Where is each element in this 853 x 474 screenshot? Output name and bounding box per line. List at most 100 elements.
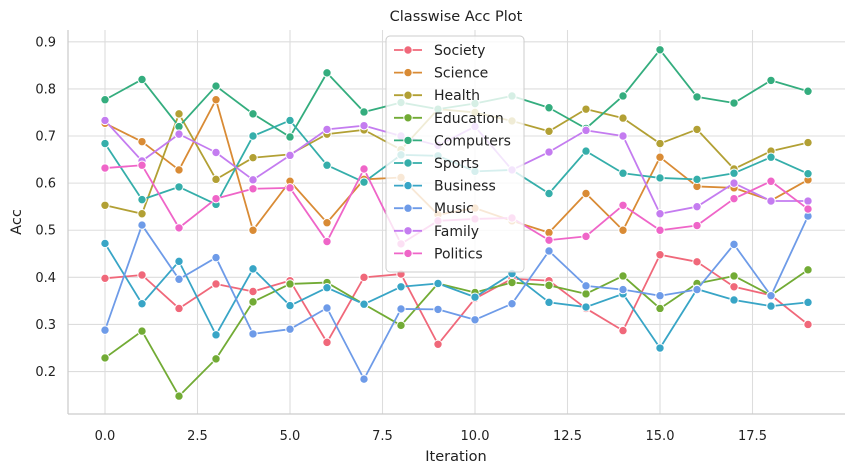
data-point-music (137, 220, 147, 230)
legend-item-computers: Computers (394, 133, 511, 149)
data-point-business (655, 343, 665, 353)
data-point-music (507, 299, 517, 309)
data-point-business (285, 300, 295, 311)
data-point-business (248, 264, 258, 274)
data-point-computers (655, 45, 665, 55)
data-point-music (581, 281, 591, 291)
data-point-family (766, 196, 776, 206)
legend-label: Science (434, 66, 488, 82)
data-point-health (174, 109, 184, 119)
data-point-computers (618, 91, 628, 101)
data-point-computers (211, 81, 221, 91)
data-point-science (655, 152, 665, 162)
x-axis-label: Iteration (425, 449, 487, 465)
y-tick-label: 0.7 (35, 130, 56, 145)
data-point-politics (803, 204, 813, 214)
data-point-family (174, 129, 184, 139)
series-line-education (104, 269, 809, 397)
x-tick-label: 10.0 (461, 429, 490, 444)
data-point-music (322, 303, 332, 313)
data-point-politics (766, 176, 776, 186)
data-point-family (655, 209, 665, 219)
legend-label: Family (434, 224, 479, 240)
data-point-politics (729, 193, 739, 204)
data-point-business (396, 282, 406, 292)
series-business (100, 238, 813, 353)
data-point-education (507, 277, 517, 288)
data-point-society (433, 339, 443, 349)
data-point-society (100, 273, 110, 284)
data-point-music (211, 252, 221, 263)
data-point-family (285, 150, 295, 161)
data-point-politics (581, 231, 591, 242)
data-point-politics (359, 164, 369, 174)
legend-item-music: Music (394, 201, 474, 217)
data-point-education (174, 391, 184, 401)
data-point-family (211, 147, 221, 158)
data-point-society (174, 303, 184, 314)
data-point-science (211, 95, 221, 105)
data-point-music (396, 304, 406, 314)
data-point-health (803, 137, 813, 148)
legend-swatch-marker (403, 113, 413, 123)
data-point-health (248, 152, 258, 163)
chart-title: Classwise Acc Plot (390, 9, 523, 25)
data-point-politics (137, 160, 147, 170)
data-point-health (692, 124, 702, 135)
data-point-family (692, 201, 702, 212)
legend-swatch-marker (403, 248, 413, 259)
series-line-music (104, 215, 809, 381)
legend-item-education: Education (394, 111, 504, 127)
data-point-education (248, 297, 258, 307)
legend-label: Society (434, 43, 485, 59)
data-point-sports (581, 146, 591, 156)
data-point-education (211, 354, 221, 364)
data-point-music (766, 291, 776, 301)
legend-swatch-marker (403, 203, 413, 213)
data-point-business (322, 283, 332, 293)
legend-item-society: Society (394, 43, 485, 59)
data-point-society (211, 279, 221, 289)
data-point-science (248, 225, 258, 235)
data-point-education (544, 280, 554, 291)
data-point-computers (285, 132, 295, 142)
data-point-business (433, 278, 443, 289)
data-point-politics (544, 235, 554, 245)
y-tick-label: 0.6 (35, 177, 56, 192)
x-tick-label: 15.0 (646, 429, 675, 444)
data-point-computers (544, 103, 554, 113)
data-point-sports (100, 138, 110, 149)
legend-item-family: Family (394, 224, 479, 240)
data-point-business (174, 256, 184, 267)
data-point-politics (322, 236, 332, 247)
data-point-business (729, 295, 739, 305)
data-point-computers (359, 107, 369, 117)
data-point-family (618, 131, 628, 141)
data-point-business (359, 299, 369, 309)
legend-label: Computers (434, 133, 511, 149)
legend-label: Education (434, 111, 504, 127)
data-point-education (581, 289, 591, 299)
data-point-science (322, 218, 332, 228)
data-point-politics (285, 183, 295, 193)
data-point-society (692, 257, 702, 267)
data-point-business (470, 292, 480, 302)
data-point-sports (322, 160, 332, 170)
series-music (100, 211, 813, 384)
data-point-education (396, 320, 406, 331)
data-point-politics (692, 220, 702, 231)
data-point-business (137, 299, 147, 309)
legend-item-politics: Politics (394, 246, 483, 262)
data-point-politics (248, 184, 258, 194)
data-point-family (803, 196, 813, 206)
data-point-business (211, 330, 221, 340)
data-point-family (729, 178, 739, 188)
y-tick-label: 0.8 (35, 82, 56, 97)
data-point-sports (248, 131, 258, 141)
y-tick-label: 0.9 (35, 35, 56, 50)
legend-item-science: Science (394, 66, 488, 82)
data-point-sports (285, 115, 295, 126)
data-point-sports (544, 188, 554, 199)
data-point-society (137, 270, 147, 280)
data-point-music (729, 239, 739, 250)
